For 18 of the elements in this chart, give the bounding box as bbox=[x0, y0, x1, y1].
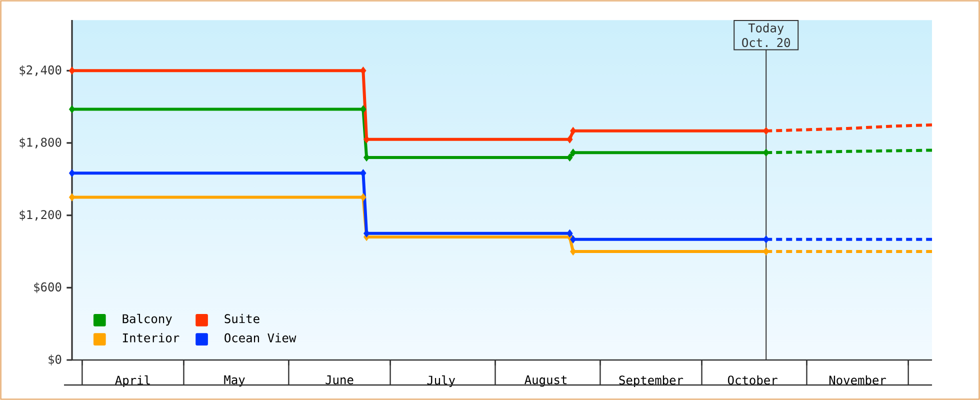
x-tick-label: August bbox=[524, 375, 567, 387]
x-tick-label: July bbox=[427, 375, 456, 388]
y-tick-label: $0 bbox=[48, 354, 62, 366]
legend-label: Balcony bbox=[122, 314, 172, 326]
x-tick-label: November bbox=[829, 375, 886, 385]
y-tick-label: $1,800 bbox=[20, 138, 62, 148]
x-tick-label: April bbox=[115, 375, 150, 388]
legend-label: Ocean View bbox=[224, 333, 296, 342]
legend-label: Interior bbox=[122, 333, 180, 342]
legend-label: Suite bbox=[224, 314, 260, 324]
y-tick-label: $1,200 bbox=[20, 210, 62, 221]
x-tick-label: June bbox=[326, 375, 354, 384]
x-tick-label: October bbox=[728, 375, 778, 385]
x-tick-label: May bbox=[224, 375, 245, 387]
y-tick-label: $2,400 bbox=[20, 65, 62, 76]
y-tick-label: $600 bbox=[34, 282, 62, 294]
ref-line-label: Today Oct. 20 bbox=[742, 23, 790, 48]
x-tick-label: September bbox=[619, 375, 684, 387]
